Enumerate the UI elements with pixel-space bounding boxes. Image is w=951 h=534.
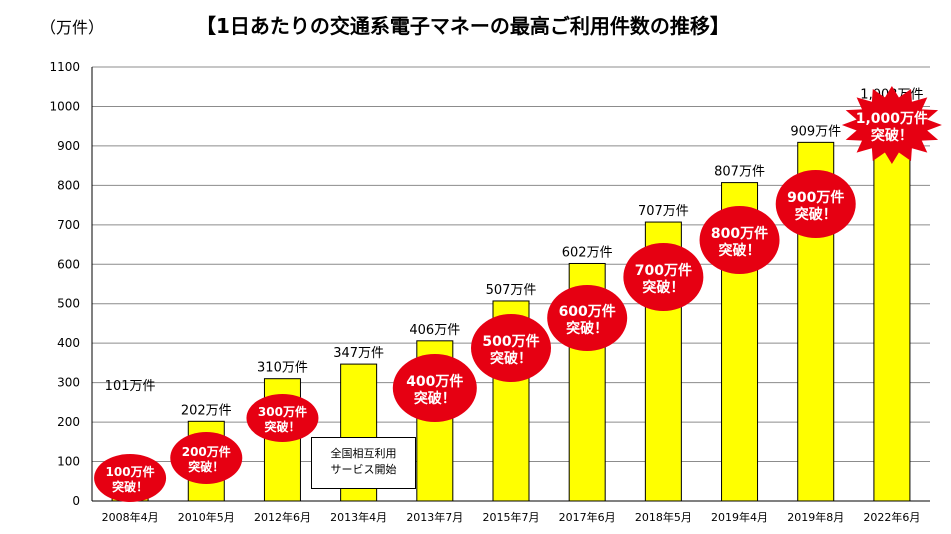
milestone-badge: [246, 394, 319, 442]
x-tick-label: 2013年7月: [406, 510, 463, 524]
y-tick-label: 300: [57, 376, 80, 390]
milestone-text: 突破！: [188, 459, 224, 474]
data-label: 707万件: [638, 204, 689, 219]
data-label: 602万件: [562, 245, 613, 260]
data-label: 202万件: [181, 403, 232, 418]
annotation-line1: 全国相互利用: [330, 447, 397, 460]
milestone-badge: [547, 285, 628, 351]
x-tick-label: 2013年4月: [330, 510, 387, 524]
y-axis-unit-label: （万件）: [40, 18, 105, 37]
data-label: 406万件: [409, 323, 460, 338]
y-tick-label: 100: [57, 455, 80, 469]
milestone-text: 400万件: [406, 373, 463, 390]
y-tick-label: 900: [57, 139, 80, 153]
milestone-badge: [775, 170, 856, 238]
milestone-text: 900万件: [787, 189, 844, 206]
y-tick-label: 500: [57, 297, 80, 311]
data-label: 909万件: [790, 124, 841, 139]
milestone-text: 800万件: [711, 225, 768, 242]
milestone-text: 突破！: [719, 242, 761, 259]
x-tick-label: 2017年6月: [559, 510, 616, 524]
milestone-badge: [471, 314, 551, 382]
y-tick-label: 1000: [49, 99, 80, 113]
annotation-box: 全国相互利用 サービス開始: [311, 437, 416, 489]
data-label: 807万件: [714, 165, 765, 180]
milestone-badge: [170, 432, 243, 484]
data-label: 101万件: [105, 379, 156, 394]
bar: [873, 104, 911, 502]
milestone-text: 突破！: [642, 279, 684, 296]
milestone-text: 突破！: [871, 127, 913, 144]
x-tick-label: 2018年5月: [635, 510, 692, 524]
y-tick-label: 0: [72, 494, 80, 508]
chart-title: 【1日あたりの交通系電子マネーの最高ご利用件数の推移】: [196, 14, 730, 38]
annotation-line2: サービス開始: [330, 463, 397, 476]
milestone-text: 突破！: [112, 479, 148, 494]
x-tick-label: 2019年4月: [711, 510, 768, 524]
milestone-badge: [623, 243, 704, 311]
milestone-text: 突破！: [264, 419, 300, 434]
milestone-text: 700万件: [635, 262, 692, 279]
milestone-text: 突破！: [414, 390, 456, 407]
milestone-text: 300万件: [258, 404, 307, 419]
x-tick-label: 2010年5月: [178, 510, 235, 524]
x-tick-label: 2019年8月: [787, 510, 844, 524]
milestone-badge: [94, 454, 167, 502]
y-tick-label: 800: [57, 178, 80, 192]
milestone-text: 100万件: [106, 464, 155, 479]
data-label: 310万件: [257, 361, 308, 376]
milestone-burst: [841, 86, 942, 164]
milestone-badge: [699, 206, 780, 274]
x-tick-label: 2012年6月: [254, 510, 311, 524]
y-tick-label: 400: [57, 336, 80, 350]
milestone-text: 突破！: [795, 206, 837, 223]
milestone-text: 600万件: [559, 303, 616, 320]
data-label: 507万件: [486, 283, 537, 298]
y-tick-label: 700: [57, 218, 80, 232]
y-tick-label: 600: [57, 257, 80, 271]
x-tick-label: 2015年7月: [483, 510, 540, 524]
milestone-text: 500万件: [482, 333, 539, 350]
milestone-text: 200万件: [182, 444, 231, 459]
x-tick-label: 2008年4月: [102, 510, 159, 524]
milestone-badge: [392, 354, 477, 422]
y-tick-label: 1100: [49, 60, 80, 74]
milestone-text: 突破！: [490, 350, 532, 367]
x-tick-label: 2022年6月: [863, 510, 920, 524]
milestone-text: 突破！: [566, 320, 608, 337]
milestone-text: 1,000万件: [856, 110, 928, 127]
y-tick-label: 200: [57, 415, 80, 429]
data-label: 347万件: [333, 346, 384, 361]
